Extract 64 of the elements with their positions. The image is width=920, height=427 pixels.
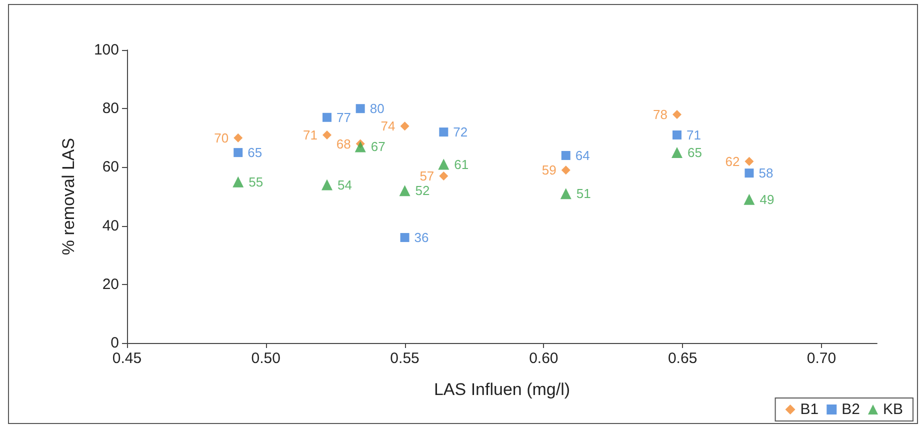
data-label: 72	[453, 124, 468, 140]
point	[672, 110, 682, 119]
point	[744, 168, 754, 178]
legend-label: B2	[842, 401, 860, 418]
data-label: 59	[542, 162, 556, 178]
data-label: 70	[214, 130, 229, 146]
point	[560, 188, 572, 200]
data-label: 58	[758, 166, 774, 181]
data-label: 54	[338, 177, 352, 192]
x-tick-label: 0.65	[668, 350, 698, 367]
point	[354, 141, 366, 152]
y-tick-label: 100	[94, 42, 119, 58]
point	[561, 166, 570, 175]
x-tick-label: 0.50	[251, 350, 280, 367]
x-tick-label: 0.60	[529, 350, 558, 367]
data-label: 71	[303, 127, 318, 142]
data-label: 65	[688, 145, 702, 160]
legend-label: B1	[800, 401, 819, 418]
data-label: 57	[420, 168, 434, 184]
data-label: 77	[336, 110, 351, 125]
data-label: 68	[336, 136, 351, 152]
y-tick-label: 20	[102, 276, 119, 293]
point	[744, 156, 754, 166]
data-label: 67	[370, 139, 386, 154]
data-label: 71	[686, 127, 701, 142]
y-tick-label: 60	[102, 158, 119, 176]
data-label: 74	[380, 118, 396, 134]
point	[234, 148, 243, 158]
x-tick-label: 0.70	[806, 350, 836, 367]
data-label: 65	[248, 145, 262, 160]
y-tick-label: 0	[110, 334, 119, 352]
point	[322, 112, 332, 122]
point	[672, 147, 682, 158]
x-tick-label: 0.45	[112, 350, 142, 367]
point	[232, 176, 244, 188]
point	[356, 104, 365, 114]
data-label: 80	[370, 101, 384, 116]
x-axis-title: LAS Influen (mg/l)	[434, 380, 570, 399]
y-axis-title: % removal LAS	[59, 138, 78, 256]
data-label: 62	[725, 154, 740, 169]
point	[322, 130, 332, 140]
point	[438, 158, 450, 170]
y-tick-label: 40	[102, 217, 119, 234]
point	[561, 150, 570, 160]
x-tick-label: 0.55	[390, 350, 420, 367]
y-tick-label: 80	[102, 100, 119, 118]
data-label: 51	[576, 186, 591, 202]
point	[672, 130, 682, 140]
data-label: 49	[760, 192, 774, 207]
data-label: 55	[248, 174, 264, 190]
point	[439, 171, 448, 180]
point	[439, 128, 448, 137]
point	[400, 122, 410, 131]
point	[322, 179, 332, 190]
data-label: 64	[575, 148, 590, 163]
legend-label: KB	[882, 401, 904, 418]
data-label: 52	[415, 183, 430, 198]
point	[744, 194, 755, 205]
data-label: 78	[653, 106, 668, 122]
data-label: 36	[414, 230, 429, 246]
point	[234, 133, 243, 142]
point	[400, 233, 410, 242]
point	[399, 185, 410, 196]
data-label: 61	[454, 156, 469, 172]
